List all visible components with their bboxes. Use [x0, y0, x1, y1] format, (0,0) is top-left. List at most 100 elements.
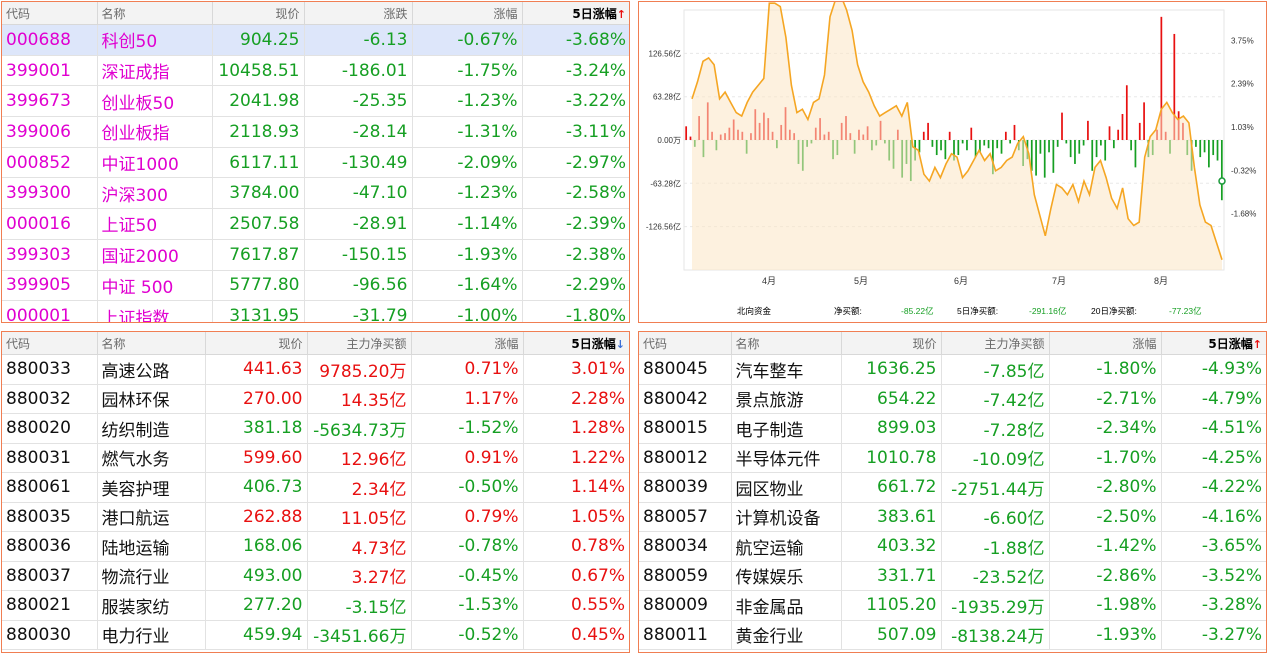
flow-bar — [1078, 140, 1081, 154]
flow-bar — [1108, 126, 1111, 140]
col-header-pct5[interactable]: 5日涨幅↑ — [522, 2, 629, 25]
cell-pct: -1.64% — [412, 270, 523, 302]
table-row[interactable]: 880031 燃气水务 599.60 12.96亿 0.91% 1.22% — [2, 443, 629, 473]
x-tick: 5月 — [854, 276, 868, 286]
footer-text: -85.22亿 — [901, 306, 934, 316]
col-header-flow[interactable]: 主力净买额 — [307, 332, 412, 355]
cell-price: 654.22 — [841, 384, 942, 414]
cell-pct: -0.45% — [411, 561, 524, 591]
cell-pct5: 2.28% — [523, 384, 629, 414]
flow-bar — [1220, 140, 1223, 201]
y-right-tick: 1.03% — [1231, 123, 1254, 132]
table-row[interactable]: 880037 物流行业 493.00 3.27亿 -0.45% 0.67% — [2, 561, 629, 591]
col-header-code[interactable]: 代码 — [2, 332, 98, 355]
table-row[interactable]: 880015 电子制造 899.03 -7.28亿 -2.34% -4.51% — [639, 413, 1266, 444]
col-header-code[interactable]: 代码 — [639, 332, 732, 355]
y-left-tick: 0.00万 — [657, 136, 681, 145]
flow-bar — [1121, 114, 1124, 140]
flow-bar — [987, 140, 990, 149]
col-header-pct[interactable]: 涨幅 — [411, 332, 524, 355]
cell-pct5: -4.25% — [1161, 443, 1266, 473]
table-row[interactable]: 880033 高速公路 441.63 9785.20万 0.71% 3.01% — [2, 354, 629, 385]
col-header-price[interactable]: 现价 — [841, 332, 942, 355]
cell-pct5: -2.39% — [522, 208, 629, 240]
table-row[interactable]: 880009 非金属品 1105.20 -1935.29万 -1.98% -3.28% — [639, 590, 1266, 621]
cell-flow: 3.27亿 — [307, 561, 412, 591]
col-header-name[interactable]: 名称 — [97, 332, 206, 355]
col-header-name[interactable]: 名称 — [97, 2, 213, 25]
table-row[interactable]: 880032 园林环保 270.00 14.35亿 1.17% 2.28% — [2, 384, 629, 414]
table-row[interactable]: 880012 半导体元件 1010.78 -10.09亿 -1.70% -4.25% — [639, 443, 1266, 473]
table-row[interactable]: 880011 黄金行业 507.09 -8138.24万 -1.93% -3.27% — [639, 620, 1266, 650]
cell-pct5: -2.97% — [522, 147, 629, 179]
table-row[interactable]: 880036 陆地运输 168.06 4.73亿 -0.78% 0.78% — [2, 531, 629, 562]
flow-bar — [1216, 140, 1219, 161]
cell-change: -31.79 — [304, 300, 413, 322]
cell-change: -28.91 — [304, 208, 413, 240]
cell-code: 880037 — [2, 561, 98, 591]
cell-pct: -1.31% — [412, 116, 523, 148]
table-row[interactable]: 880045 汽车整车 1636.25 -7.85亿 -1.80% -4.93% — [639, 354, 1266, 385]
cell-price: 2507.58 — [212, 208, 305, 240]
cell-name: 港口航运 — [97, 502, 206, 532]
cell-price: 1636.25 — [841, 354, 942, 385]
table-row[interactable]: 399905 中证 500 5777.80 -96.56 -1.64% -2.29% — [2, 270, 629, 302]
col-header-pct[interactable]: 涨幅 — [412, 2, 523, 25]
table-row[interactable]: 000852 中证1000 6117.11 -130.49 -2.09% -2.97% — [2, 147, 629, 179]
flow-bar — [979, 140, 981, 153]
col-header-flow[interactable]: 主力净买额 — [941, 332, 1050, 355]
table-row[interactable]: 399006 创业板指 2118.93 -28.14 -1.31% -3.11% — [2, 116, 629, 148]
cell-code: 880042 — [639, 384, 732, 414]
col-header-code[interactable]: 代码 — [2, 2, 98, 25]
cell-code: 000852 — [2, 147, 98, 179]
table-row[interactable]: 399001 深证成指 10458.51 -186.01 -1.75% -3.24% — [2, 55, 629, 87]
cell-pct: -2.09% — [412, 147, 523, 179]
flow-bar — [948, 131, 951, 140]
table-row[interactable]: 880035 港口航运 262.88 11.05亿 0.79% 1.05% — [2, 502, 629, 532]
cell-price: 331.71 — [841, 561, 942, 591]
sector-losers-panel: 代码 名称 现价 主力净买额 涨幅 5日涨幅↑ 880045 汽车整车 1636.2… — [638, 331, 1267, 653]
flow-bar — [1004, 131, 1007, 140]
table-row[interactable]: 880021 服装家纺 277.20 -3.15亿 -1.53% 0.55% — [2, 590, 629, 621]
table-row[interactable]: 000001 上证指数 3131.95 -31.79 -1.00% -1.80% — [2, 300, 629, 322]
cell-pct: 0.79% — [411, 502, 524, 532]
col-header-price[interactable]: 现价 — [212, 2, 305, 25]
cell-name: 景点旅游 — [731, 384, 842, 414]
table-row[interactable]: 399303 国证2000 7617.87 -150.15 -1.93% -2.38% — [2, 239, 629, 271]
col-header-price[interactable]: 现价 — [205, 332, 308, 355]
footer-text: 净买额: — [834, 306, 862, 316]
col-header-pct5[interactable]: 5日涨幅↓ — [523, 332, 629, 355]
col-header-name[interactable]: 名称 — [731, 332, 842, 355]
cell-name: 电子制造 — [731, 413, 842, 444]
col-header-pct[interactable]: 涨幅 — [1049, 332, 1162, 355]
table-row[interactable]: 399300 沪深300 3784.00 -47.10 -1.23% -2.58% — [2, 177, 629, 210]
cell-price: 459.94 — [205, 620, 308, 650]
table-row[interactable]: 880030 电力行业 459.94 -3451.66万 -0.52% 0.45% — [2, 620, 629, 650]
cell-price: 2118.93 — [212, 116, 305, 148]
flow-bar — [1091, 140, 1094, 171]
table-row[interactable]: 000016 上证50 2507.58 -28.91 -1.14% -2.39% — [2, 208, 629, 240]
cell-flow: 4.73亿 — [307, 531, 412, 562]
table-row[interactable]: 399673 创业板50 2041.98 -25.35 -1.23% -3.22% — [2, 85, 629, 118]
cell-change: -150.15 — [304, 239, 413, 271]
flow-bar — [953, 140, 955, 161]
sector-gainers-table: 代码 名称 现价 主力净买额 涨幅 5日涨幅↓ 880033 高速公路 441.63… — [2, 332, 629, 650]
col-header-pct5[interactable]: 5日涨幅↑ — [1161, 332, 1266, 355]
cell-code: 880045 — [639, 354, 732, 385]
table-row[interactable]: 880020 纺织制造 381.18 -5634.73万 -1.52% 1.28% — [2, 413, 629, 444]
cell-pct5: -1.80% — [522, 300, 629, 322]
table-row[interactable]: 880042 景点旅游 654.22 -7.42亿 -2.71% -4.79% — [639, 384, 1266, 414]
cell-pct5: 0.67% — [523, 561, 629, 591]
cell-pct5: -2.38% — [522, 239, 629, 271]
table-row[interactable]: 880034 航空运输 403.32 -1.88亿 -1.42% -3.65% — [639, 531, 1266, 562]
table-row[interactable]: 880061 美容护理 406.73 2.34亿 -0.50% 1.14% — [2, 472, 629, 503]
table-row[interactable]: 880059 传媒娱乐 331.71 -23.52亿 -2.86% -3.52% — [639, 561, 1266, 591]
col-header-change[interactable]: 涨跌 — [304, 2, 413, 25]
index-line — [691, 2, 1223, 260]
table-row[interactable]: 000688 科创50 904.25 -6.13 -0.67% -3.68% — [2, 24, 629, 56]
cell-pct: -1.23% — [412, 85, 523, 118]
table-row[interactable]: 880039 园区物业 661.72 -2751.44万 -2.80% -4.22% — [639, 472, 1266, 503]
flow-bar — [1112, 140, 1115, 149]
cell-name: 上证指数 — [97, 300, 213, 322]
table-row[interactable]: 880057 计算机设备 383.61 -6.60亿 -2.50% -4.16% — [639, 502, 1266, 532]
